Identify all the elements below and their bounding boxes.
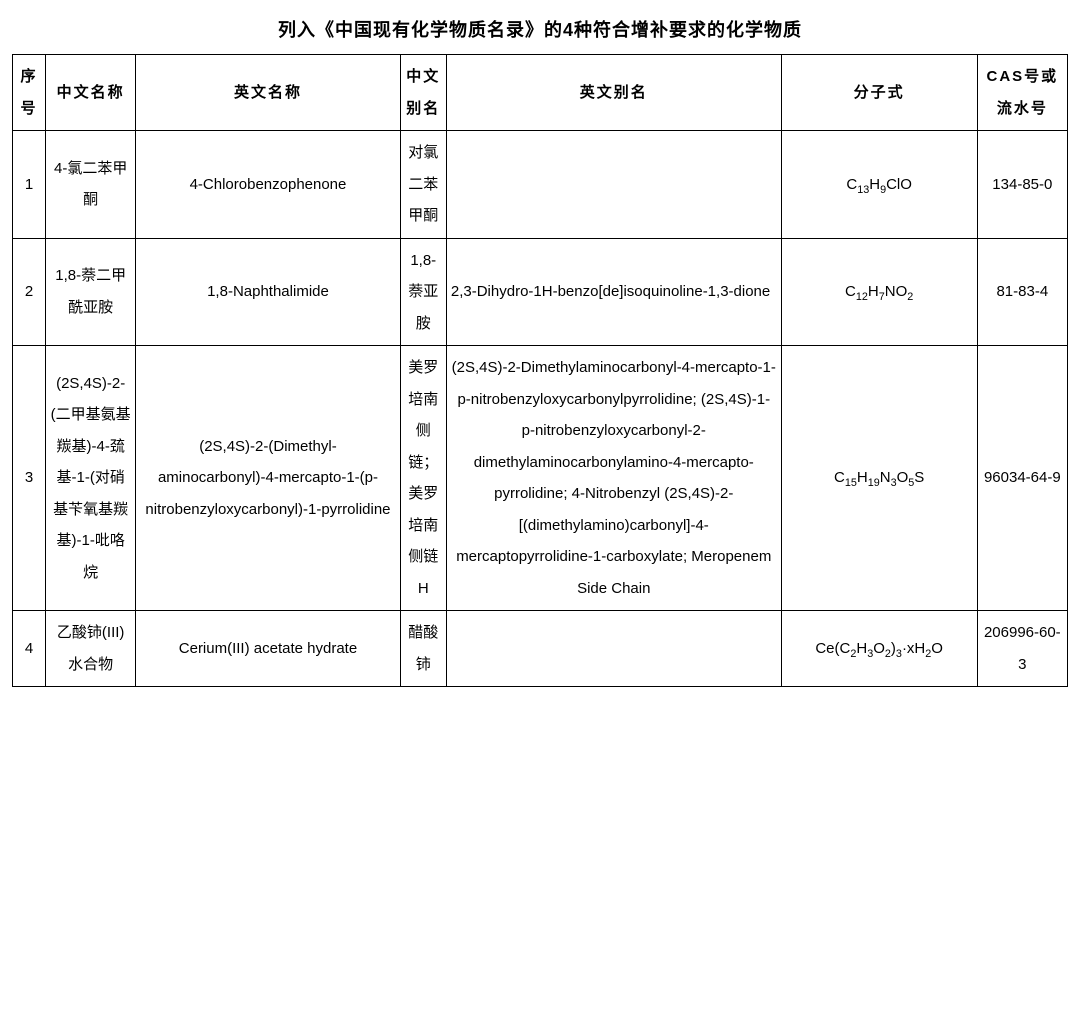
col-header-chinese-name: 中文名称 [46,55,136,131]
cell-english-alt [446,611,781,687]
table-header-row: 序号 中文名称 英文名称 中文别名 英文别名 分子式 CAS号或流水号 [13,55,1068,131]
cell-formula: C15H19N3O5S [781,346,977,611]
cell-english-name: (2S,4S)-2-(Dimethyl-aminocarbonyl)-4-mer… [136,346,400,611]
cell-index: 3 [13,346,46,611]
cell-english-alt: (2S,4S)-2-Dimethylaminocarbonyl-4-mercap… [446,346,781,611]
cell-formula: C13H9ClO [781,131,977,239]
table-row: 14-氯二苯甲酮4-Chlorobenzophenone对氯二苯甲酮 C13H9C… [13,131,1068,239]
cell-cas: 134-85-0 [977,131,1067,239]
cell-cas: 96034-64-9 [977,346,1067,611]
table-row: 3(2S,4S)-2-(二甲基氨基羰基)-4-巯基-1-(对硝基苄氧基羰基)-1… [13,346,1068,611]
col-header-index: 序号 [13,55,46,131]
cell-chinese-alt: 醋酸铈 [400,611,446,687]
cell-index: 1 [13,131,46,239]
col-header-english-name: 英文名称 [136,55,400,131]
cell-chinese-alt: 对氯二苯甲酮 [400,131,446,239]
cell-english-alt [446,131,781,239]
cell-formula: C12H7NO2 [781,238,977,346]
table-row: 4乙酸铈(III)水合物Cerium(III) acetate hydrate醋… [13,611,1068,687]
cell-index: 2 [13,238,46,346]
page-title: 列入《中国现有化学物质名录》的4种符合增补要求的化学物质 [12,16,1068,42]
cell-chinese-name: (2S,4S)-2-(二甲基氨基羰基)-4-巯基-1-(对硝基苄氧基羰基)-1-… [46,346,136,611]
col-header-formula: 分子式 [781,55,977,131]
cell-cas: 206996-60-3 [977,611,1067,687]
cell-cas: 81-83-4 [977,238,1067,346]
cell-english-alt: 2,3-Dihydro-1H-benzo[de]isoquinoline-1,3… [446,238,781,346]
cell-english-name: 4-Chlorobenzophenone [136,131,400,239]
cell-chinese-name: 1,8-萘二甲酰亚胺 [46,238,136,346]
cell-english-name: Cerium(III) acetate hydrate [136,611,400,687]
cell-chinese-name: 4-氯二苯甲酮 [46,131,136,239]
col-header-cas: CAS号或流水号 [977,55,1067,131]
cell-chinese-alt: 1,8-萘亚胺 [400,238,446,346]
cell-index: 4 [13,611,46,687]
cell-chinese-alt: 美罗培南侧链；美罗培南侧链H [400,346,446,611]
cell-formula: Ce(C2H3O2)3·xH2O [781,611,977,687]
table-row: 21,8-萘二甲酰亚胺1,8-Naphthalimide1,8-萘亚胺2,3-D… [13,238,1068,346]
col-header-chinese-alt: 中文别名 [400,55,446,131]
cell-english-name: 1,8-Naphthalimide [136,238,400,346]
chemicals-table: 序号 中文名称 英文名称 中文别名 英文别名 分子式 CAS号或流水号 14-氯… [12,54,1068,687]
cell-chinese-name: 乙酸铈(III)水合物 [46,611,136,687]
col-header-english-alt: 英文别名 [446,55,781,131]
